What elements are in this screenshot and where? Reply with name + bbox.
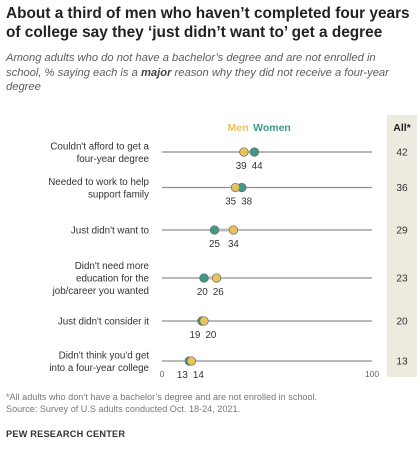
men-dot xyxy=(186,356,197,366)
x-tick-label: 0 xyxy=(160,369,165,379)
all-value: 42 xyxy=(396,148,408,159)
x-tick-label: 100 xyxy=(365,369,379,379)
category-label: education for the xyxy=(76,274,150,285)
men-dot xyxy=(239,147,249,157)
men-dot xyxy=(211,273,222,283)
women-dot xyxy=(249,147,260,157)
category-label: four-year degree xyxy=(77,154,150,165)
women-value-label: 13 xyxy=(177,370,188,381)
all-value: 29 xyxy=(396,226,408,237)
legend-women: Women xyxy=(253,122,291,134)
women-value-label: 25 xyxy=(209,239,220,250)
men-value-label: 35 xyxy=(225,197,236,208)
all-value: 20 xyxy=(396,317,408,328)
women-value-label: 20 xyxy=(197,287,208,298)
women-value-label: 44 xyxy=(252,161,263,172)
men-value-label: 39 xyxy=(236,161,247,172)
category-label: Just didn't consider it xyxy=(58,317,149,328)
all-value: 36 xyxy=(396,183,408,194)
category-label: support family xyxy=(88,189,149,200)
category-label: Couldn't afford to get a xyxy=(50,141,149,152)
men-value-label: 14 xyxy=(193,370,204,381)
subtitle-text-start: Among adults who do not have a bachelor’… xyxy=(6,52,376,79)
organization-credit: PEW RESEARCH CENTER xyxy=(6,429,126,439)
category-label: into a four-year college xyxy=(49,363,149,374)
men-dot xyxy=(230,182,241,193)
footnote: *All adults who don’t have a bachelor’s … xyxy=(6,392,318,402)
women-dot xyxy=(209,225,220,235)
dot-plot: Men Women All* Couldn't afford to get a four… xyxy=(48,115,417,381)
subtitle-text-end: reason why they did not receive a four-y… xyxy=(6,66,389,94)
men-dot xyxy=(199,316,209,326)
category-label: Didn't think you'd get xyxy=(59,350,150,361)
all-value: 23 xyxy=(396,274,408,285)
men-value-label: 26 xyxy=(213,287,224,298)
chart-title: About a third of men who haven’t complet… xyxy=(6,5,410,41)
men-value-label: 34 xyxy=(228,239,239,250)
women-value-label: 19 xyxy=(189,330,200,341)
women-value-label: 38 xyxy=(241,197,252,208)
chart-subtitle: Among adults who do not have a bachelor’… xyxy=(6,51,408,95)
source-note: Source: Survey of U.S adults conducted O… xyxy=(6,404,241,414)
women-dot xyxy=(199,273,209,283)
all-column-band xyxy=(387,115,417,377)
men-value-label: 20 xyxy=(205,330,216,341)
all-value: 13 xyxy=(396,357,408,368)
legend-men: Men xyxy=(228,122,249,134)
category-label: job/career you wanted xyxy=(52,286,149,297)
category-label: Didn't need more xyxy=(75,261,150,272)
men-dot xyxy=(228,225,239,235)
category-label: Just didn't want to xyxy=(71,226,150,237)
category-label: Needed to work to help xyxy=(48,177,149,188)
subtitle-emphasis: major xyxy=(140,66,172,79)
all-column-header: All* xyxy=(393,122,411,134)
